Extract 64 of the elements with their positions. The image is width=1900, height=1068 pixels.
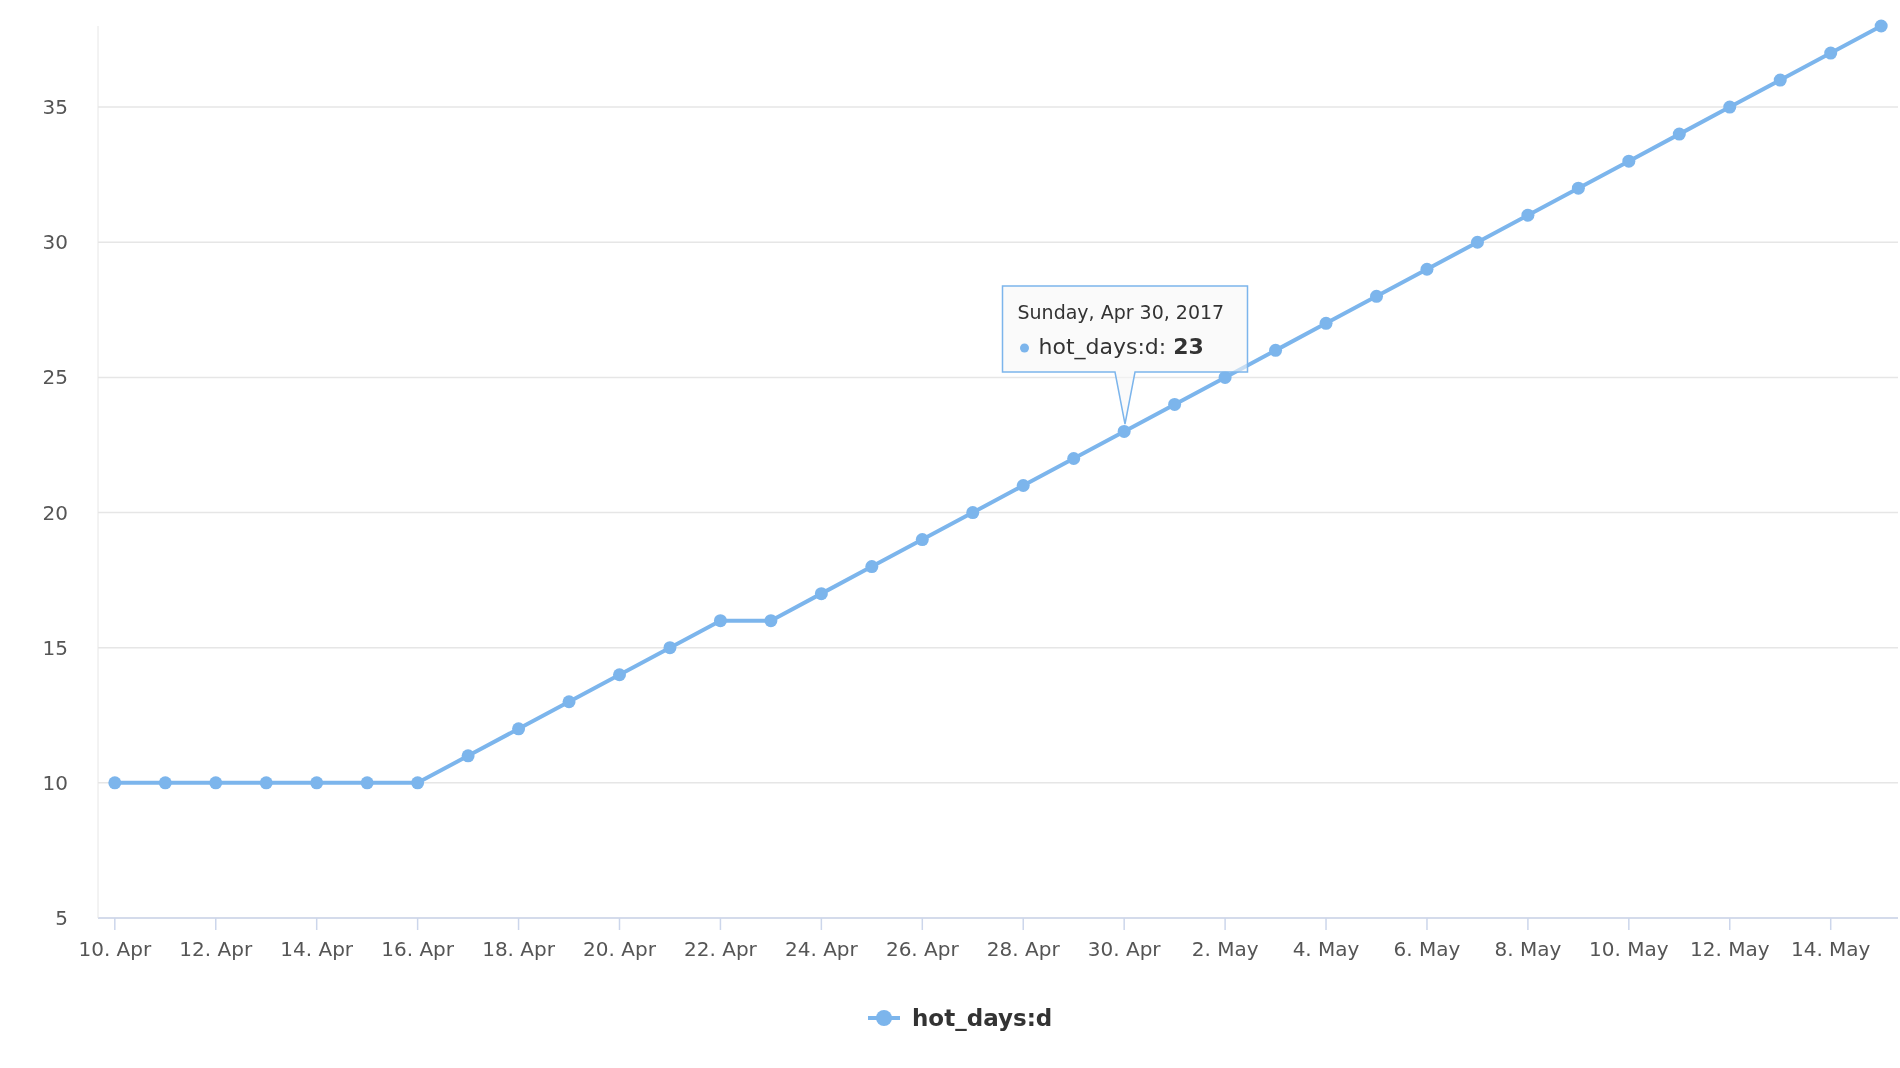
point — [209, 776, 223, 790]
annotation: hot_days:d: 23 — [1038, 334, 1204, 360]
point — [764, 614, 778, 628]
x-tick-label: 6. May — [1393, 937, 1461, 961]
point — [108, 776, 122, 790]
x-tick-label: 8. May — [1494, 937, 1562, 961]
point — [1117, 424, 1131, 438]
point — [1168, 397, 1182, 411]
point — [1773, 73, 1787, 87]
x-tick-label: 12. Apr — [179, 937, 253, 961]
point — [1319, 316, 1333, 330]
x-tick-label: 22. Apr — [684, 937, 758, 961]
point — [1521, 208, 1535, 222]
point — [966, 506, 980, 520]
point — [713, 614, 727, 628]
point — [613, 668, 626, 682]
y-tick-label: 5 — [55, 906, 68, 930]
x-tick-label: 26. Apr — [885, 937, 960, 961]
point — [1571, 181, 1585, 195]
point — [461, 749, 475, 763]
y-tick-label: 15 — [42, 635, 68, 660]
y-tick-label: 25 — [42, 365, 68, 390]
point — [562, 695, 576, 709]
point — [1218, 370, 1232, 384]
legend-label: hot_days:d — [912, 1005, 1053, 1031]
x-tick-label: 2. May — [1191, 937, 1259, 961]
point — [915, 533, 929, 547]
point — [158, 776, 172, 790]
point — [1420, 262, 1434, 276]
point — [512, 722, 526, 736]
x-tick-label: 16. Apr — [381, 937, 455, 961]
point — [1874, 19, 1888, 33]
y-tick-label: 35 — [42, 95, 68, 120]
point — [1269, 343, 1283, 357]
x-tick-label: 14. Apr — [280, 937, 354, 961]
x-tick-label: 18. Apr — [482, 937, 556, 961]
x-tick-label: 24. Apr — [784, 937, 859, 961]
point — [1672, 127, 1686, 141]
x-tick-label: 14. May — [1790, 937, 1871, 961]
x-tick-label: 28. Apr — [986, 937, 1061, 961]
annotation: Sunday, Apr 30, 2017 — [1017, 301, 1225, 323]
point — [1824, 46, 1838, 60]
point — [360, 776, 374, 790]
y-tick-label: 30 — [42, 230, 68, 255]
y-tick-label: 20 — [42, 500, 68, 525]
point — [865, 560, 879, 574]
point — [663, 641, 677, 655]
point — [1622, 154, 1636, 168]
point — [259, 776, 273, 790]
point — [814, 587, 828, 601]
point — [411, 776, 425, 790]
x-tick-label: 20. Apr — [583, 937, 657, 961]
point — [1370, 289, 1383, 303]
point — [1723, 100, 1737, 114]
point — [1016, 479, 1030, 493]
x-tick-label: 4. May — [1292, 937, 1360, 961]
point — [1067, 451, 1081, 465]
y-tick-label: 10 — [42, 770, 68, 795]
x-tick-label: 10. May — [1589, 937, 1669, 961]
point — [1470, 235, 1484, 249]
x-tick-label: 10. Apr — [78, 937, 152, 961]
x-tick-label: 30. Apr — [1087, 937, 1162, 961]
point — [310, 776, 324, 790]
x-tick-label: 12. May — [1690, 937, 1770, 961]
